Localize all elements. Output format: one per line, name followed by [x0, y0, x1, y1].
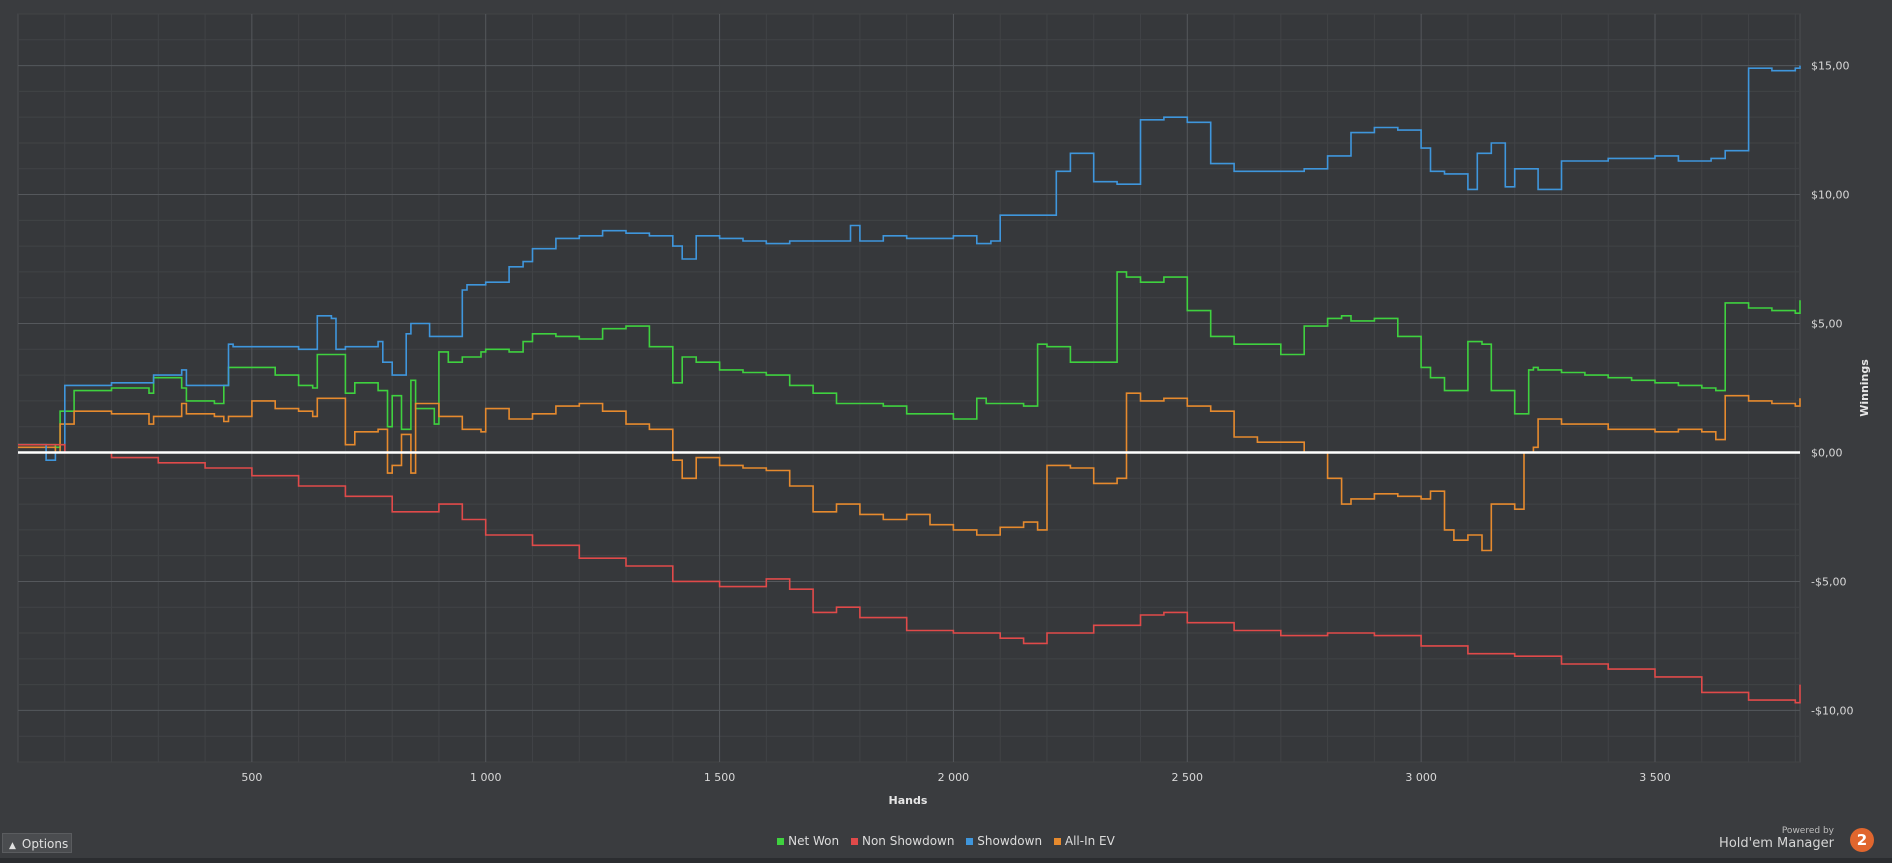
legend-swatch — [1053, 838, 1061, 845]
y-axis-title: Winnings — [1858, 359, 1871, 417]
series-line-showdown — [18, 65, 1801, 461]
powered-by: Powered by Hold'em Manager — [1719, 826, 1834, 851]
chart-legend: Net Won Non Showdown Showdown All-In EV — [0, 834, 1892, 848]
chart: 500 1 000 1 500 2 000 2 500 3 000 3 500 $15,00… — [17, 13, 1871, 807]
x-tick-label: 2 500 — [1172, 771, 1204, 784]
series-layer — [18, 65, 1801, 704]
x-tick-label: 2 000 — [938, 771, 970, 784]
x-tick-label: 1 000 — [470, 771, 502, 784]
legend-item-showdown[interactable]: Showdown — [966, 834, 1042, 848]
legend-item-all-in-ev[interactable]: All-In EV — [1053, 834, 1115, 848]
y-tick-label: -$10,00 — [1811, 704, 1853, 717]
x-tick-label: 3 500 — [1639, 771, 1671, 784]
options-label: Options — [21, 837, 69, 851]
powered-by-label: Powered by — [1781, 826, 1834, 836]
y-tick-label: $10,00 — [1811, 189, 1850, 202]
x-axis-title: Hands — [889, 794, 928, 807]
series-line-non-showdown — [18, 443, 1801, 704]
y-tick-label: $5,00 — [1811, 318, 1843, 331]
x-tick-label: 3 000 — [1405, 771, 1437, 784]
series-line-all-in-ev — [18, 392, 1801, 552]
legend-swatch — [850, 838, 858, 845]
legend-item-net-won[interactable]: Net Won — [777, 834, 839, 848]
x-tick-label: 1 500 — [704, 771, 736, 784]
legend-item-non-showdown[interactable]: Non Showdown — [850, 834, 955, 848]
y-tick-label: -$5,00 — [1811, 575, 1846, 588]
legend-swatch — [777, 838, 785, 845]
plot-area — [17, 13, 1801, 763]
options-button[interactable]: ▲ Options — [2, 833, 72, 853]
x-tick-label: 500 — [241, 771, 262, 784]
grid-minor — [18, 13, 1800, 763]
hem-logo-icon: 2 — [1850, 828, 1874, 852]
bottom-border — [0, 858, 1892, 863]
series-line-net-won — [18, 271, 1801, 449]
y-axis-ticks: $15,00 $10,00 $5,00 $0,00 -$5,00 -$10,00 — [1811, 60, 1853, 718]
y-tick-label: $0,00 — [1811, 446, 1843, 459]
legend-label: Showdown — [977, 834, 1043, 848]
legend-label: Non Showdown — [861, 834, 955, 848]
chevron-up-icon: ▲ — [9, 841, 16, 851]
x-axis-ticks: 500 1 000 1 500 2 000 2 500 3 000 3 500 — [241, 771, 1670, 784]
legend-label: Net Won — [788, 834, 840, 848]
brand-name: Hold'em Manager — [1719, 836, 1834, 851]
y-tick-label: $15,00 — [1811, 60, 1850, 73]
legend-swatch — [966, 838, 974, 845]
legend-label: All-In EV — [1064, 834, 1115, 848]
